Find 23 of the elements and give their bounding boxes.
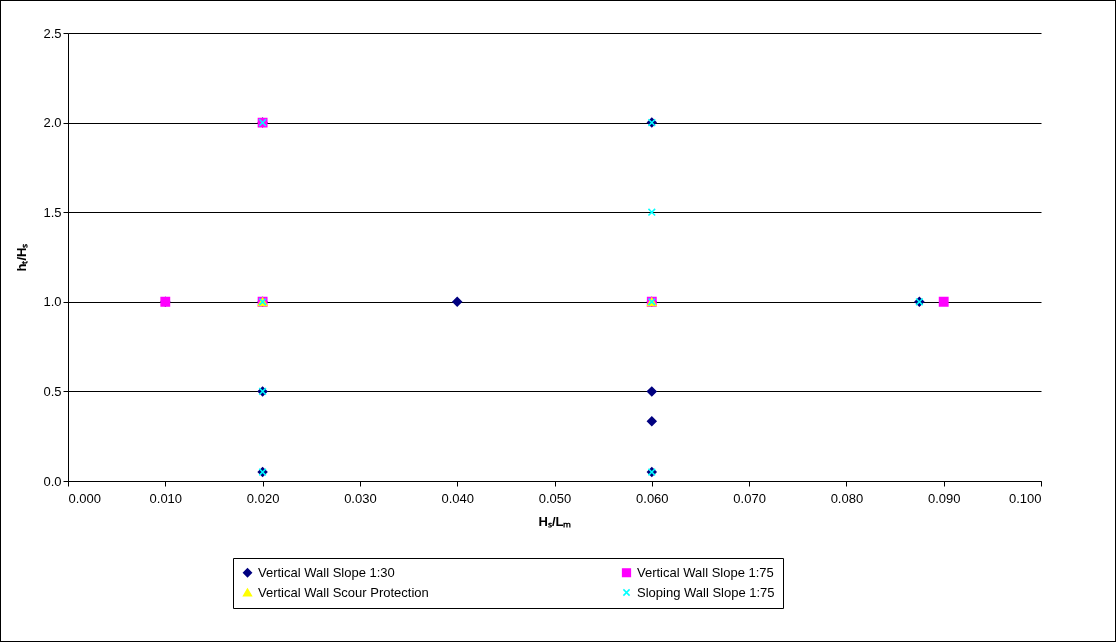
y-tick-label: 0.0 — [43, 473, 62, 489]
legend-label: Vertical Wall Slope 1:75 — [637, 564, 774, 580]
x-tick-label: 0.070 — [733, 490, 766, 506]
x-tick-label: 0.030 — [344, 490, 377, 506]
x-tick-label: 0.090 — [927, 490, 961, 506]
legend-label: Sloping Wall Slope 1:75 — [637, 584, 775, 600]
y-tick-label: 1.0 — [43, 294, 62, 310]
y-tick-label: 0.5 — [43, 383, 62, 399]
y-tick-label: 2.5 — [43, 25, 62, 41]
x-tick-label: 0.100 — [1008, 490, 1042, 506]
y-tick-label: 2.0 — [43, 115, 62, 131]
x-tick-label: 0.010 — [149, 490, 183, 506]
x-tick-label: 0.020 — [246, 490, 280, 506]
legend-label: Vertical Wall Slope 1:30 — [258, 564, 395, 580]
y-axis-title: hₜ/Hₛ — [14, 243, 30, 272]
x-axis-title: Hₛ/Lₘ — [538, 513, 572, 529]
y-tick-label: 1.5 — [43, 204, 62, 220]
legend-label: Vertical Wall Scour Protection — [258, 584, 429, 600]
x-tick-label: 0.050 — [538, 490, 572, 506]
x-tick-label: 0.060 — [636, 490, 669, 506]
x-tick-label: 0.040 — [441, 490, 474, 506]
x-tick-label: 0.000 — [68, 490, 102, 506]
x-tick-label: 0.080 — [830, 490, 864, 506]
